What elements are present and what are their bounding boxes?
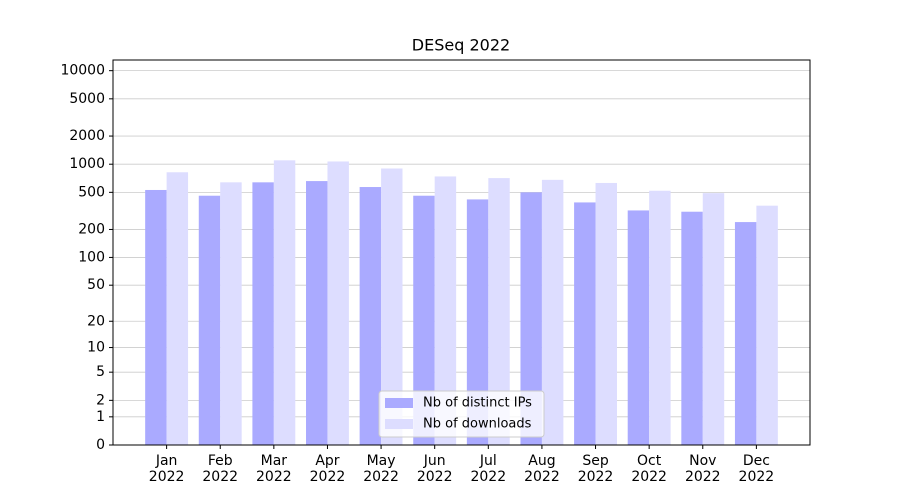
bar [681, 211, 703, 445]
y-tick-label: 500 [78, 184, 105, 200]
y-tick-label: 5000 [69, 91, 105, 107]
legend-label: Nb of distinct IPs [423, 396, 532, 411]
x-tick-label: Oct 2022 [631, 453, 667, 485]
y-tick-label: 10 [87, 340, 105, 356]
legend-swatch [385, 398, 413, 408]
y-tick-label: 5 [96, 364, 105, 380]
bar [166, 172, 189, 445]
bar [359, 187, 382, 445]
bar [252, 182, 274, 445]
bar [145, 189, 167, 445]
y-tick-label: 200 [78, 221, 105, 237]
y-tick-label: 0 [96, 437, 105, 453]
bar [434, 176, 457, 445]
bar [273, 160, 296, 445]
bar [220, 182, 242, 445]
x-tick-label: Dec 2022 [738, 453, 775, 485]
bar [627, 210, 650, 445]
x-tick-label: Feb 2022 [202, 453, 239, 485]
x-tick-label: Jan 2022 [148, 453, 185, 485]
chart-title: DESeq 2022 [412, 36, 510, 55]
legend-label: Nb of downloads [423, 417, 532, 432]
bar [381, 168, 403, 445]
x-tick-label: May 2022 [363, 453, 399, 485]
x-tick-label: Jun 2022 [416, 453, 453, 485]
bar [466, 199, 489, 445]
bar [541, 179, 564, 445]
y-tick-label: 2 [96, 392, 105, 408]
bar [488, 178, 510, 445]
x-tick-label: Sep 2022 [577, 453, 614, 485]
y-tick-label: 50 [87, 277, 105, 293]
x-tick-label: Jul 2022 [470, 453, 507, 485]
y-tick-label: 100 [78, 249, 105, 265]
y-tick-label: 1 [96, 409, 105, 425]
y-tick-label: 20 [87, 313, 105, 329]
x-tick-label: Mar 2022 [256, 453, 292, 485]
bar [520, 192, 542, 445]
bar [756, 205, 778, 445]
bar [595, 182, 617, 445]
bar [198, 195, 221, 445]
bar [574, 202, 596, 445]
y-tick-label: 2000 [69, 128, 105, 144]
legend: Nb of distinct IPs Nb of downloads [378, 390, 545, 438]
bar [649, 190, 671, 445]
bar [327, 161, 349, 445]
x-tick-label: Aug 2022 [524, 453, 560, 485]
x-tick-label: Nov 2022 [684, 453, 721, 485]
legend-box [378, 390, 545, 438]
bar [734, 222, 757, 445]
y-tick-label: 10000 [60, 63, 105, 79]
bar [413, 195, 435, 445]
x-tick-label: Apr 2022 [309, 453, 346, 485]
plot-frame [112, 59, 811, 446]
bar [702, 193, 725, 445]
legend-swatch [385, 419, 413, 429]
bar [306, 181, 328, 445]
y-tick-label: 1000 [69, 156, 105, 172]
